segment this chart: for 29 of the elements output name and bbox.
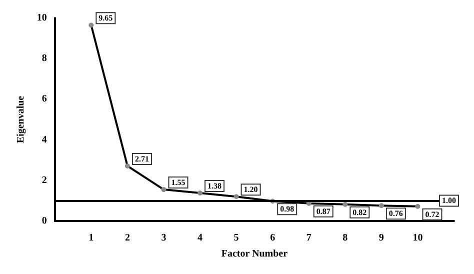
x-tick-label: 2 [124, 232, 130, 244]
data-label: 1.20 [244, 185, 258, 194]
data-label: 2.71 [134, 154, 149, 164]
ref-line-label: 1.00 [442, 196, 456, 206]
x-tick-label: 5 [234, 232, 239, 244]
data-label: 0.87 [316, 206, 330, 216]
x-tick-label: 9 [378, 232, 384, 244]
y-tick-label: 4 [42, 134, 47, 146]
x-tick-label: 10 [412, 232, 423, 244]
data-label: 0.82 [352, 208, 367, 217]
data-label: 1.38 [208, 181, 222, 190]
x-tick-label: 8 [342, 232, 348, 244]
x-tick-label: 3 [161, 232, 166, 244]
x-axis-title: Factor Number [221, 248, 288, 260]
x-tick-label: 4 [198, 232, 203, 244]
y-tick-label: 8 [42, 53, 47, 64]
y-tick-label: 0 [42, 216, 47, 226]
y-tick-label: 10 [36, 12, 47, 24]
data-label: 1.55 [171, 178, 186, 188]
y-tick-label: 6 [42, 94, 47, 105]
x-tick-label: 7 [306, 232, 312, 244]
y-axis-title: Eigenvalue [16, 95, 26, 144]
data-label: 9.65 [98, 14, 113, 23]
data-label: 0.72 [425, 210, 440, 219]
x-tick-label: 6 [270, 232, 276, 244]
data-label: 0.98 [280, 204, 294, 214]
x-tick-label: 1 [88, 232, 94, 244]
data-label: 0.76 [388, 209, 403, 218]
y-tick-label: 2 [42, 174, 47, 186]
